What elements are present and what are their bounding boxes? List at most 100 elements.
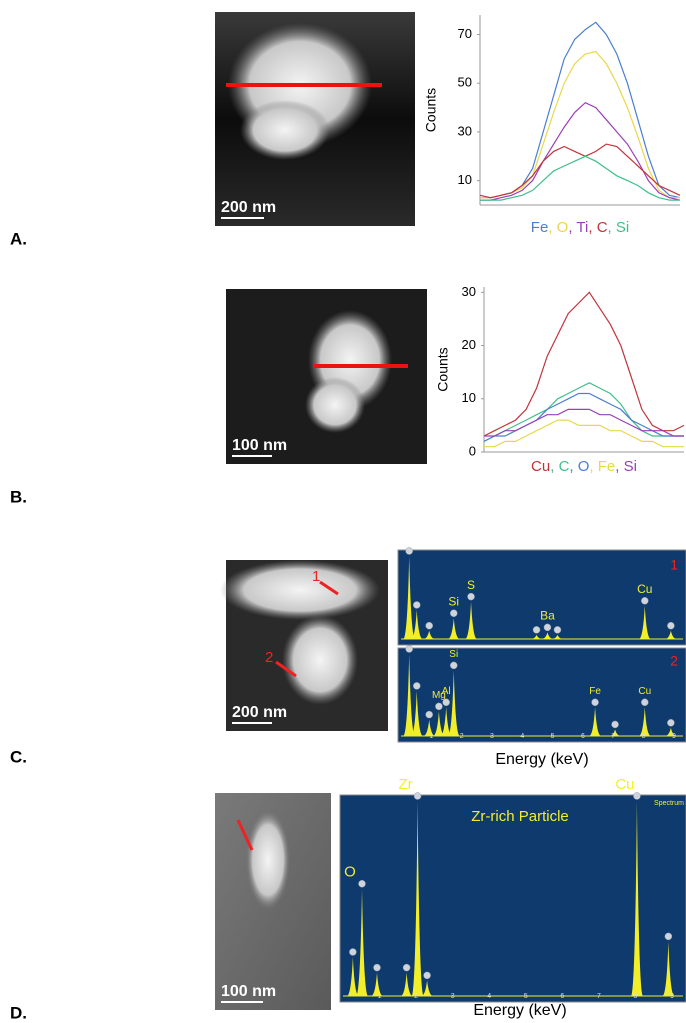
x-axis-label: Energy (keV) bbox=[473, 1002, 566, 1019]
x-tick-label: 9 bbox=[672, 733, 676, 740]
x-tick-label: 7 bbox=[597, 993, 601, 1000]
peak bbox=[411, 801, 424, 996]
x-tick-label: 5 bbox=[551, 733, 555, 740]
peak bbox=[609, 729, 622, 736]
peak-marker bbox=[413, 682, 421, 690]
peak bbox=[664, 727, 677, 736]
legend-separator: , bbox=[548, 219, 556, 236]
peak-label: Fe bbox=[589, 686, 601, 697]
x-tick-label: 2 bbox=[414, 993, 418, 1000]
spectrum-title: Zr-rich Particle bbox=[471, 808, 569, 825]
peak bbox=[638, 707, 651, 736]
peak bbox=[423, 719, 436, 736]
legend-entry: Fe bbox=[598, 458, 616, 475]
peak bbox=[346, 957, 359, 996]
profile-line bbox=[483, 291, 685, 437]
panel-label: A. bbox=[10, 229, 27, 248]
peak bbox=[447, 670, 460, 736]
peak-marker bbox=[358, 880, 366, 888]
peak-marker bbox=[413, 601, 421, 609]
profile-line bbox=[480, 50, 680, 199]
peak-label: Mg bbox=[432, 690, 446, 701]
peak-label: Cu bbox=[638, 686, 651, 697]
peak bbox=[630, 801, 643, 996]
y-tick-label: 20 bbox=[462, 337, 476, 352]
peak-marker bbox=[543, 623, 552, 632]
y-tick-label: 50 bbox=[458, 75, 472, 90]
peak bbox=[551, 634, 564, 639]
arrow bbox=[236, 819, 254, 851]
profile-line bbox=[480, 101, 681, 201]
peak-marker bbox=[664, 932, 673, 941]
peak-label: Cu bbox=[637, 582, 652, 596]
legend-entry: Ti bbox=[576, 219, 588, 236]
peak bbox=[400, 972, 413, 996]
peak-marker bbox=[667, 621, 675, 630]
x-tick-label: 1 bbox=[378, 993, 382, 1000]
arrow bbox=[275, 660, 297, 678]
peak-marker bbox=[413, 792, 422, 800]
scale-bar-label: 200 nm bbox=[232, 704, 287, 721]
spectrum-number: 2 bbox=[670, 653, 678, 669]
peak-marker bbox=[553, 626, 562, 634]
peak bbox=[530, 634, 543, 639]
peak-marker bbox=[667, 719, 675, 727]
x-tick-label: 3 bbox=[451, 993, 455, 1000]
peak-marker bbox=[641, 698, 649, 707]
x-tick-label: 2 bbox=[460, 733, 464, 740]
scale-bar-label: 200 nm bbox=[221, 199, 276, 216]
peak bbox=[432, 711, 445, 736]
particle bbox=[246, 810, 290, 910]
x-tick-label: 8 bbox=[642, 733, 646, 740]
x-tick-label: 6 bbox=[581, 733, 585, 740]
peak-marker bbox=[641, 597, 649, 605]
particle bbox=[282, 615, 358, 705]
x-tick-label: 8 bbox=[634, 993, 638, 1000]
legend: Fe, O, Ti, C, Si bbox=[531, 219, 629, 236]
x-tick-label: 4 bbox=[520, 733, 524, 740]
scale-bar-label: 100 nm bbox=[221, 983, 276, 1000]
spectrum-number: 1 bbox=[670, 557, 678, 573]
y-tick-label: 70 bbox=[458, 26, 472, 41]
peak-label: Si bbox=[449, 649, 458, 660]
peak bbox=[589, 707, 602, 736]
y-tick-label: 0 bbox=[469, 443, 476, 458]
panel-label: C. bbox=[10, 747, 27, 766]
peak bbox=[662, 941, 675, 996]
spectrum-panel bbox=[339, 794, 686, 1003]
legend-separator: , bbox=[568, 219, 576, 236]
profile-line bbox=[483, 392, 684, 442]
peak bbox=[541, 632, 554, 639]
peak-marker bbox=[425, 710, 433, 719]
peak bbox=[423, 630, 436, 639]
legend-entry: O bbox=[557, 219, 569, 236]
peak-label: Cu bbox=[615, 776, 634, 793]
legend-entry: C bbox=[559, 458, 570, 475]
peak bbox=[410, 690, 423, 736]
particle bbox=[220, 560, 380, 620]
x-tick-label: 4 bbox=[487, 993, 491, 1000]
panel-label: B. bbox=[10, 487, 27, 506]
peak bbox=[371, 972, 383, 996]
peak bbox=[440, 707, 453, 736]
peak-marker bbox=[405, 645, 413, 653]
peak-marker bbox=[591, 698, 599, 707]
x-tick-label: 3 bbox=[490, 733, 494, 740]
particle bbox=[305, 377, 365, 433]
y-tick-label: 30 bbox=[458, 123, 472, 138]
peak bbox=[465, 601, 478, 639]
peak-marker bbox=[425, 621, 433, 630]
peak-marker bbox=[402, 963, 411, 972]
legend-separator: , bbox=[550, 458, 558, 475]
legend: Cu, C, O, Fe, Si bbox=[531, 458, 637, 475]
profile-line bbox=[483, 382, 684, 442]
y-tick-label: 30 bbox=[462, 284, 476, 299]
x-tick-label: 9 bbox=[670, 993, 674, 1000]
peak-label: Zr bbox=[398, 776, 412, 793]
peak bbox=[356, 888, 369, 996]
peak bbox=[410, 609, 423, 639]
peak bbox=[403, 654, 416, 736]
x-axis-label: Energy (keV) bbox=[495, 751, 588, 768]
profile-line bbox=[484, 419, 684, 448]
peak-label: Al bbox=[442, 686, 451, 697]
